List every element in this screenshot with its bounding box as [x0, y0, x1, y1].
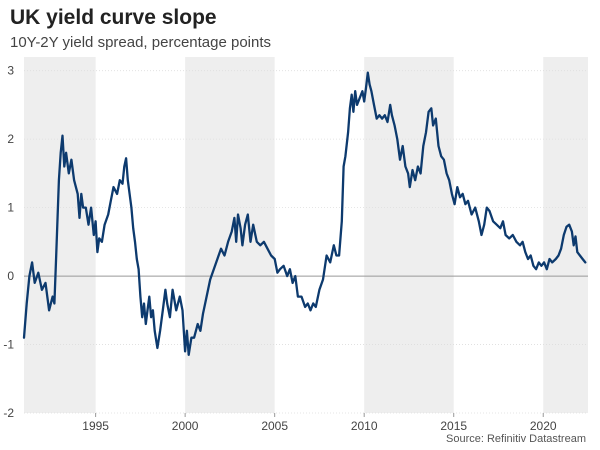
x-tick-label: 2020: [530, 419, 557, 433]
shaded-periods: [24, 57, 588, 413]
y-tick-label: -1: [3, 338, 14, 352]
series-layer: [22, 71, 587, 356]
x-tick-label: 2015: [440, 419, 467, 433]
y-tick-label: 0: [7, 269, 14, 283]
source-note: Source: Refinitiv Datastream: [446, 433, 586, 445]
shaded-period-2: [364, 57, 454, 413]
x-tick-label: 1995: [82, 419, 109, 433]
y-tick-label: 1: [7, 201, 14, 215]
y-tick-label: 2: [7, 132, 14, 146]
x-tick-label: 2010: [351, 419, 378, 433]
gridlines: [24, 70, 588, 414]
x-tick-label: 2005: [261, 419, 288, 433]
shaded-period-0: [24, 57, 96, 413]
shaded-period-3: [543, 57, 588, 413]
axes: 3 2 1 0 -1 -2 1995 2000 2005 2010 2015 2020: [3, 64, 557, 433]
chart-subtitle: 10Y-2Y yield spread, percentage points: [10, 34, 272, 51]
x-tick-label: 2000: [172, 419, 199, 433]
y-tick-label: -2: [3, 406, 14, 420]
y-tick-label: 3: [7, 64, 14, 78]
chart-title: UK yield curve slope: [10, 6, 217, 29]
series-line-0: [22, 71, 587, 356]
